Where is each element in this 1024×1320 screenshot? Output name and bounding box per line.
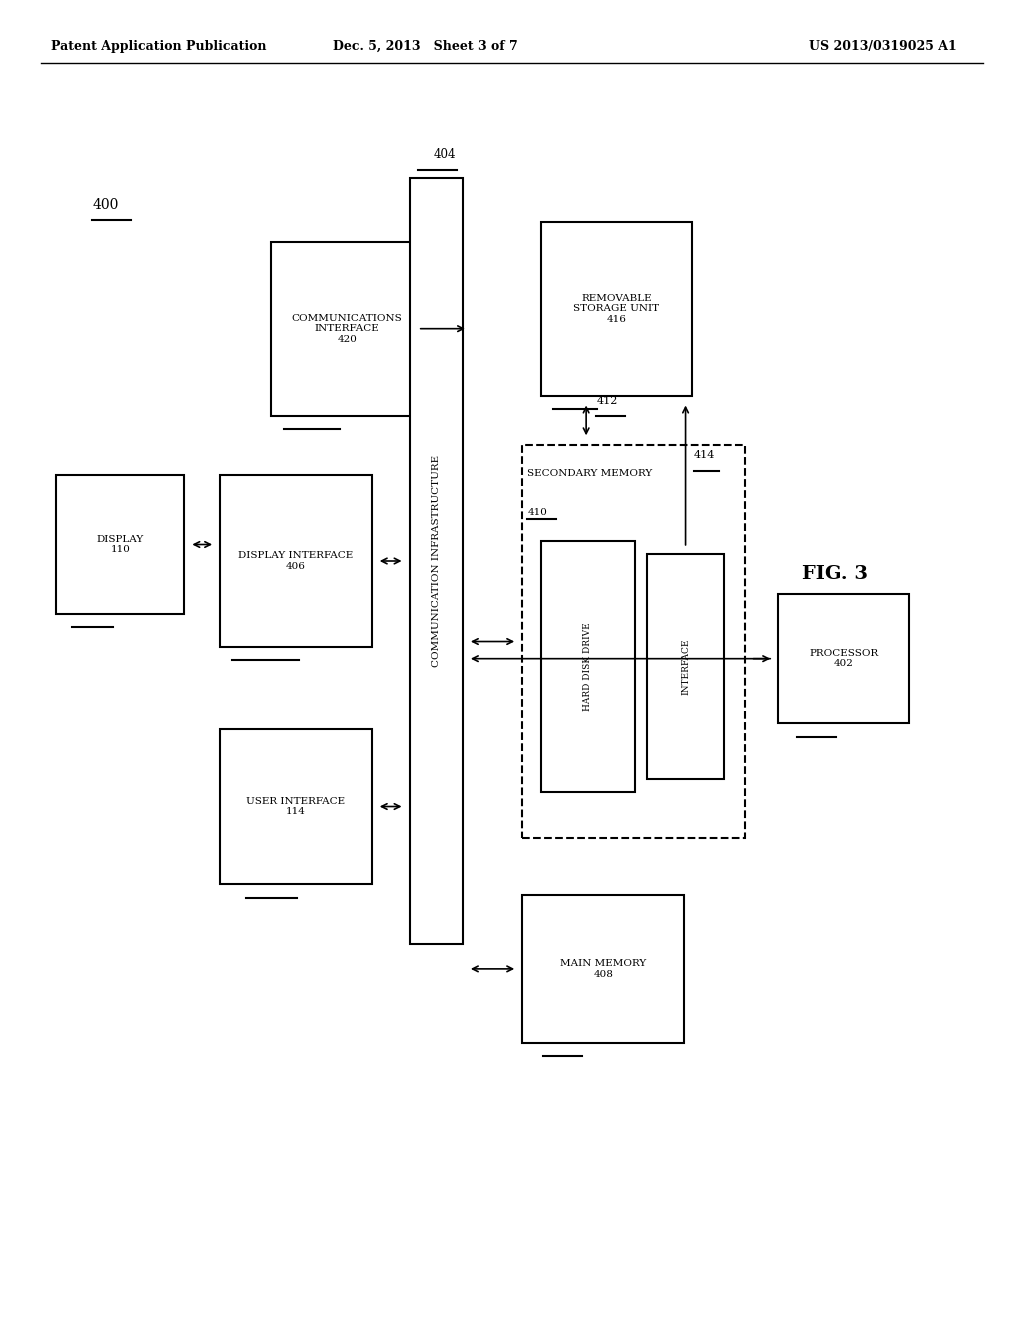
Text: 412: 412	[596, 396, 617, 405]
Text: REMOVABLE
STORAGE UNIT
416: REMOVABLE STORAGE UNIT 416	[573, 294, 659, 323]
Text: Dec. 5, 2013   Sheet 3 of 7: Dec. 5, 2013 Sheet 3 of 7	[333, 40, 517, 53]
Text: MAIN MEMORY
408: MAIN MEMORY 408	[560, 960, 646, 978]
Text: PROCESSOR
402: PROCESSOR 402	[809, 649, 879, 668]
Text: 414: 414	[694, 450, 715, 461]
Text: DISPLAY INTERFACE
406: DISPLAY INTERFACE 406	[239, 552, 353, 570]
Text: Patent Application Publication: Patent Application Publication	[51, 40, 266, 53]
Text: COMMUNICATIONS
INTERFACE
420: COMMUNICATIONS INTERFACE 420	[292, 314, 402, 343]
Text: INTERFACE: INTERFACE	[681, 639, 690, 694]
FancyBboxPatch shape	[56, 475, 184, 614]
FancyBboxPatch shape	[778, 594, 909, 723]
Text: 410: 410	[527, 508, 547, 517]
FancyBboxPatch shape	[522, 895, 684, 1043]
FancyBboxPatch shape	[541, 541, 635, 792]
FancyBboxPatch shape	[647, 554, 724, 779]
Text: HARD DISK DRIVE: HARD DISK DRIVE	[584, 622, 592, 711]
Text: 400: 400	[92, 198, 119, 211]
Text: DISPLAY
110: DISPLAY 110	[96, 535, 144, 554]
FancyBboxPatch shape	[220, 729, 372, 884]
FancyBboxPatch shape	[220, 475, 372, 647]
FancyBboxPatch shape	[271, 242, 423, 416]
Text: USER INTERFACE
114: USER INTERFACE 114	[247, 797, 345, 816]
Text: FIG. 3: FIG. 3	[802, 565, 867, 583]
FancyBboxPatch shape	[410, 178, 463, 944]
Text: COMMUNICATION INFRASTRUCTURE: COMMUNICATION INFRASTRUCTURE	[432, 455, 440, 667]
FancyBboxPatch shape	[541, 222, 692, 396]
Text: 404: 404	[433, 148, 456, 161]
Text: SECONDARY MEMORY: SECONDARY MEMORY	[527, 469, 652, 478]
Text: US 2013/0319025 A1: US 2013/0319025 A1	[809, 40, 956, 53]
FancyBboxPatch shape	[522, 445, 745, 838]
